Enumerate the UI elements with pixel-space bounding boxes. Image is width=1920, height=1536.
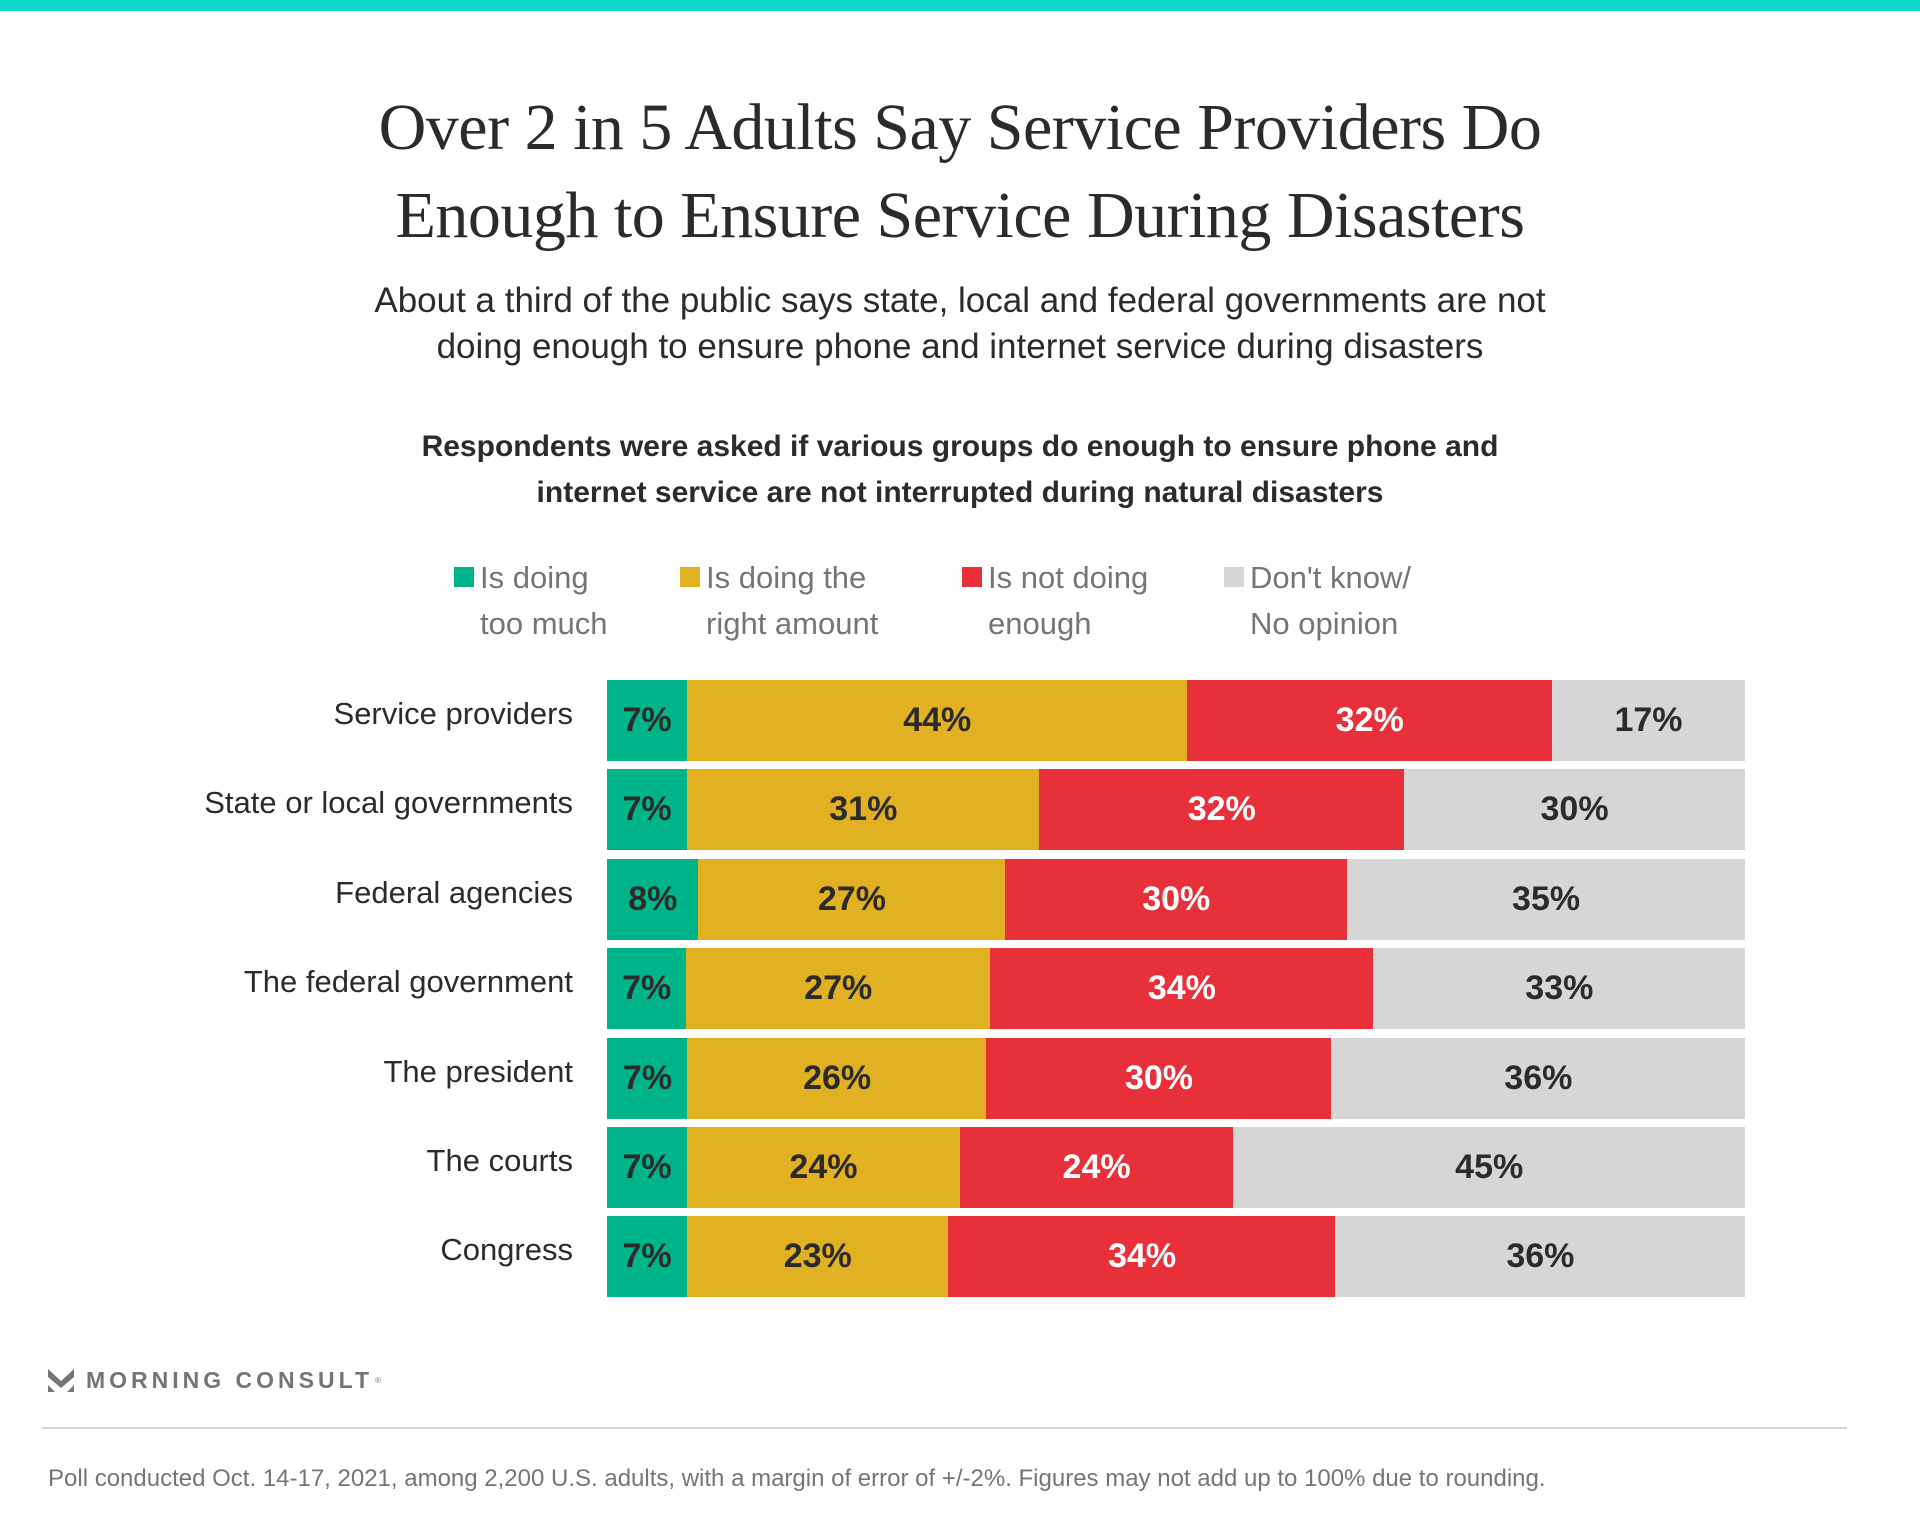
legend-swatch-too-much: [454, 567, 474, 587]
question-line-1: Respondents were asked if various groups…: [421, 430, 1499, 463]
top-accent-bar: [0, 0, 1920, 11]
chart-subtitle: About a third of the public says state, …: [0, 278, 1920, 370]
data-label: 27%: [817, 879, 886, 918]
bar-segment: 34%: [990, 948, 1374, 1030]
data-label: 7%: [622, 969, 672, 1008]
registered-mark: ®: [375, 1375, 381, 1385]
bar-segment: 27%: [685, 948, 991, 1030]
data-label: 23%: [783, 1237, 852, 1276]
subtitle-line-1: About a third of the public says state, …: [374, 281, 1546, 320]
bar-segment: 30%: [1005, 858, 1348, 940]
category-label: The courts: [426, 1143, 573, 1178]
bar-segment: 23%: [686, 1216, 949, 1298]
chart-legend: Is doing too much Is doing the right amo…: [0, 555, 1920, 645]
data-label: 7%: [622, 790, 672, 829]
bar-segment: 27%: [698, 858, 1006, 940]
category-label: Federal agencies: [335, 874, 573, 910]
legend-label: Is doing: [480, 560, 589, 595]
chart-title: Over 2 in 5 Adults Say Service Providers…: [0, 84, 1920, 260]
data-label: 30%: [1142, 879, 1211, 918]
bar-segment: 24%: [686, 1127, 961, 1208]
data-label: 17%: [1614, 701, 1683, 739]
bar-segment: 17%: [1551, 680, 1746, 761]
title-line-2: Enough to Ensure Service During Disaster…: [395, 179, 1525, 252]
data-label: 7%: [622, 1148, 672, 1186]
bar-segment: 34%: [948, 1216, 1336, 1298]
bar-segment: 30%: [1403, 769, 1746, 851]
category-label: Service providers: [333, 696, 573, 731]
data-label: 27%: [804, 969, 873, 1008]
bar-segment: 7%: [607, 1216, 688, 1298]
bar-segment: 32%: [1187, 680, 1553, 761]
bar-segment: 32%: [1039, 769, 1405, 851]
morning-consult-logo: MORNING CONSULT ®: [48, 1366, 381, 1394]
question-line-2: internet service are not interrupted dur…: [536, 476, 1384, 509]
data-label: 26%: [803, 1058, 872, 1097]
legend-label: enough: [988, 606, 1092, 641]
category-label: The president: [383, 1053, 573, 1089]
title-line-1: Over 2 in 5 Adults Say Service Providers…: [378, 91, 1542, 164]
data-label: 30%: [1540, 790, 1609, 829]
data-label: 31%: [829, 790, 898, 829]
bar-segment: 7%: [607, 1037, 688, 1119]
bar-segment: 44%: [686, 680, 1188, 761]
bar-segment: 31%: [686, 769, 1040, 851]
data-label: 34%: [1147, 969, 1216, 1008]
data-label: 33%: [1525, 969, 1594, 1008]
bar-segment: 7%: [607, 680, 688, 761]
category-label: State or local governments: [204, 785, 573, 821]
data-label: 35%: [1512, 879, 1581, 918]
morning-consult-chevron-icon: [48, 1369, 74, 1392]
bar-segment: 36%: [1331, 1037, 1746, 1119]
legend-label: Is doing the: [706, 560, 867, 595]
bar-segment: 36%: [1335, 1216, 1746, 1298]
survey-question: Respondents were asked if various groups…: [0, 424, 1920, 516]
legend-swatch-no-opinion: [1224, 567, 1244, 587]
data-label: 36%: [1506, 1237, 1575, 1276]
bar-segment: 45%: [1232, 1127, 1746, 1208]
footer-divider: [42, 1427, 1847, 1429]
data-label: 7%: [622, 1237, 672, 1276]
bar-segment: 24%: [959, 1127, 1234, 1208]
brand-name: MORNING CONSULT: [86, 1366, 374, 1393]
subtitle-line-2: doing enough to ensure phone and interne…: [436, 327, 1484, 366]
data-label: 32%: [1335, 701, 1404, 739]
data-label: 36%: [1504, 1058, 1573, 1097]
legend-swatch-not-enough: [962, 567, 982, 587]
data-label: 7%: [622, 1058, 673, 1097]
bar-segment: 8%: [607, 858, 699, 940]
bar-segment: 7%: [607, 1127, 688, 1208]
stacked-bar-chart: Service providers 7% 44% 32% 17% State or loc…: [204, 680, 1746, 1298]
legend-label: Is not doing: [988, 560, 1149, 595]
data-label: 24%: [789, 1148, 858, 1186]
data-label: 7%: [622, 701, 672, 739]
data-label: 30%: [1124, 1058, 1194, 1097]
data-label: 44%: [903, 701, 972, 739]
bar-segment: 26%: [687, 1037, 987, 1119]
bar-segment: 35%: [1346, 858, 1746, 940]
category-label: The federal government: [243, 964, 573, 1000]
data-label: 45%: [1455, 1148, 1524, 1186]
legend-label: right amount: [706, 606, 879, 641]
bar-segment: 7%: [607, 769, 688, 851]
data-label: 24%: [1062, 1148, 1131, 1186]
legend-label: No opinion: [1250, 606, 1399, 641]
methodology-note: Poll conducted Oct. 14-17, 2021, among 2…: [48, 1465, 1546, 1492]
legend-label: Don't know/: [1250, 560, 1411, 595]
category-label: Congress: [440, 1232, 573, 1268]
legend-swatch-right-amount: [680, 567, 700, 587]
data-label: 8%: [628, 879, 678, 918]
bar-segment: 7%: [607, 948, 687, 1030]
data-label: 32%: [1187, 790, 1256, 829]
bar-segment: 30%: [986, 1037, 1332, 1119]
bar-segment: 33%: [1373, 948, 1746, 1030]
legend-label: too much: [480, 606, 608, 641]
data-label: 34%: [1108, 1237, 1177, 1276]
